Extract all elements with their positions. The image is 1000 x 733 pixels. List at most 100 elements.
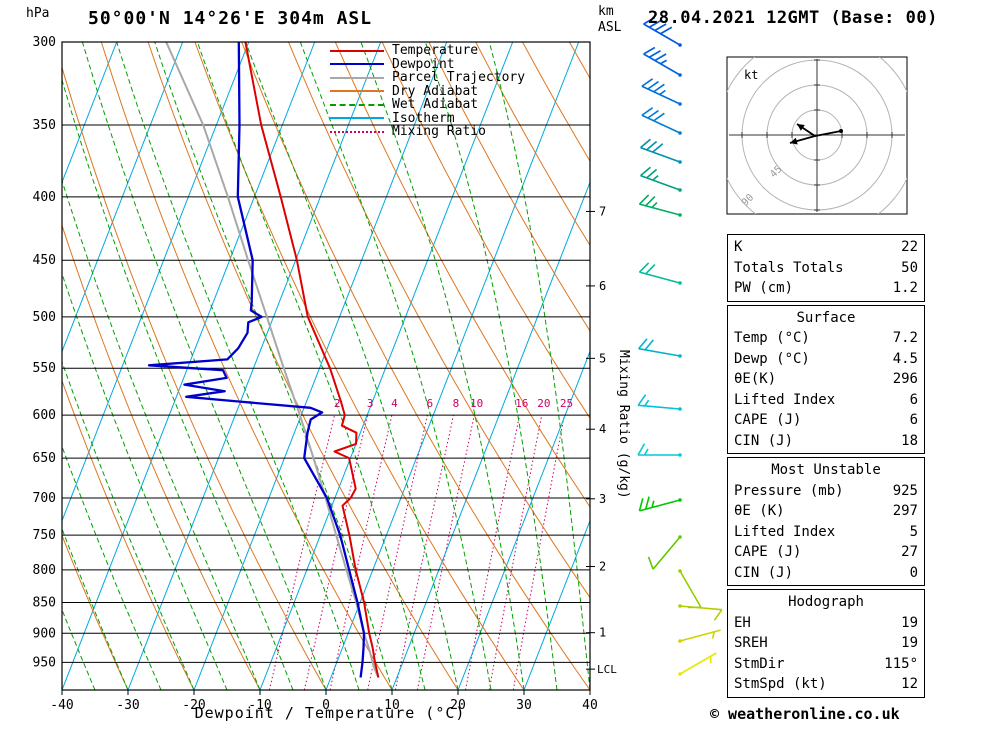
- index-label: CIN (J): [734, 432, 794, 449]
- pressure-tick-label: 500: [33, 310, 56, 325]
- temp-tick-label: -40: [50, 698, 73, 713]
- index-value: 7.2: [892, 330, 918, 346]
- temperature-axis-label: Dewpoint / Temperature (°C): [194, 704, 466, 722]
- mixing-ratio-value: 16: [515, 397, 528, 410]
- mixing-ratio-value: 4: [391, 397, 398, 410]
- altitude-unit-km: km: [598, 4, 614, 19]
- pressure-tick-label: 900: [33, 626, 56, 641]
- km-tick-label: 6: [599, 279, 606, 293]
- index-label: StmDir: [734, 655, 785, 672]
- pressure-tick-label: 750: [33, 528, 56, 543]
- index-value: 19: [901, 635, 918, 651]
- pressure-tick-label: 700: [33, 491, 56, 506]
- pressure-tick-label: 350: [33, 118, 56, 133]
- mixing-ratio-value: 3: [367, 397, 374, 410]
- pressure-tick-label: 600: [33, 408, 56, 423]
- index-value: 6: [909, 391, 918, 408]
- wind-barb: [643, 16, 682, 47]
- legend-label: Dry Adiabat: [392, 83, 479, 99]
- temp-tick-label: 30: [516, 698, 532, 713]
- index-table-row: Dewp (°C) 4.5: [734, 349, 918, 370]
- index-table-row: CAPE (J) 6: [734, 410, 918, 431]
- index-value: 18: [901, 432, 918, 449]
- index-label: PW (cm): [734, 280, 794, 296]
- axis-labels: 3003504004505005506006507007508008509009…: [33, 35, 618, 713]
- legend-item: Isotherm: [330, 112, 525, 126]
- mixing-ratio-value: 20: [537, 397, 550, 410]
- index-value: 22: [901, 239, 918, 255]
- wind-barb: [637, 394, 682, 411]
- legend-item: Dry Adiabat: [330, 85, 525, 99]
- index-table: K 22 Totals Totals 50 PW (cm) 1.2: [727, 234, 925, 302]
- index-table-row: Lifted Index 5: [734, 522, 918, 543]
- temp-tick-label: 20: [450, 698, 466, 713]
- legend-label: Temperature: [392, 43, 479, 59]
- mixing-ratio-value: 8: [453, 397, 460, 410]
- mixing-ratio-lines: [268, 414, 565, 690]
- pressure-tick-label: 950: [33, 655, 56, 670]
- chart-legend: Temperature Dewpoint Parcel Trajectory Dry …: [330, 44, 525, 139]
- index-table-row: θE (K) 297: [734, 501, 918, 522]
- pressure-axis-unit: hPa: [26, 6, 50, 21]
- wind-barb: [637, 443, 682, 457]
- index-value: 12: [901, 676, 918, 692]
- temp-tick-label: 0: [322, 698, 330, 713]
- index-value: 296: [892, 371, 918, 387]
- legend-item: Dewpoint: [330, 58, 525, 72]
- wind-barb: [640, 166, 682, 192]
- pressure-tick-label: 400: [33, 190, 56, 205]
- wind-barb: [640, 138, 682, 164]
- index-table-row: CIN (J) 18: [734, 431, 918, 452]
- lcl-label: LCL: [597, 663, 617, 676]
- index-label: Dewp (°C): [734, 350, 810, 367]
- legend-label: Isotherm: [392, 110, 455, 126]
- hodograph-unit-label: kt: [744, 68, 759, 82]
- index-table-row: StmSpd (kt) 12: [734, 674, 918, 695]
- index-table-row: SREH 19: [734, 633, 918, 654]
- legend-line-swatch: [330, 117, 384, 120]
- wind-barb: [678, 604, 723, 621]
- km-tick-label: 2: [599, 560, 606, 574]
- km-tick-label: 3: [599, 492, 606, 506]
- pressure-tick-label: 650: [33, 451, 56, 466]
- index-value: 115°: [884, 655, 918, 672]
- index-value: 0: [909, 564, 918, 581]
- legend-label: Wet Adiabat: [392, 97, 479, 113]
- legend-label: Dewpoint: [392, 56, 455, 72]
- index-label: StmSpd (kt): [734, 676, 827, 692]
- index-label: Lifted Index: [734, 523, 836, 540]
- index-label: EH: [734, 614, 751, 631]
- index-table-header: Hodograph: [788, 594, 864, 610]
- index-label: CAPE (J): [734, 544, 802, 560]
- wind-barb: [678, 629, 721, 643]
- mixing-ratio-value: 10: [470, 397, 483, 410]
- legend-line-swatch: [330, 90, 384, 93]
- index-table: Surface Temp (°C) 7.2 Dewp (°C) 4.5 θE(K) 296 L…: [727, 304, 925, 454]
- km-tick-label: 4: [599, 422, 606, 436]
- indices-tables: K 22 Totals Totals 50 PW (cm) 1.2 Surface Temp …: [727, 234, 925, 701]
- index-table-row: θE(K) 296: [734, 369, 918, 390]
- mixing-ratio-value-labels: 2 3 4 6 8 10 16 20 25: [334, 397, 573, 410]
- index-table-row: CAPE (J) 27: [734, 542, 918, 563]
- mixing-ratio-value: 6: [427, 397, 434, 410]
- temp-tick-label: -20: [182, 698, 205, 713]
- index-table-header: Surface: [796, 309, 856, 326]
- index-label: Lifted Index: [734, 391, 836, 408]
- index-table-row: PW (cm) 1.2: [734, 278, 918, 299]
- sounding-curves: [147, 42, 380, 678]
- wind-barb: [647, 535, 682, 570]
- wind-barb: [678, 569, 702, 609]
- legend-item: Wet Adiabat: [330, 98, 525, 112]
- km-tick-label: 1: [599, 626, 606, 640]
- index-table-row: Lifted Index 6: [734, 390, 918, 411]
- wind-barb: [641, 78, 682, 106]
- index-label: CAPE (J): [734, 412, 802, 428]
- index-value: 297: [892, 503, 918, 519]
- temp-tick-label: 40: [582, 698, 598, 713]
- index-table-row: EH 19: [734, 613, 918, 634]
- mixing-ratio-value: 2: [334, 397, 341, 410]
- index-label: SREH: [734, 635, 768, 651]
- legend-line-swatch: [330, 103, 384, 106]
